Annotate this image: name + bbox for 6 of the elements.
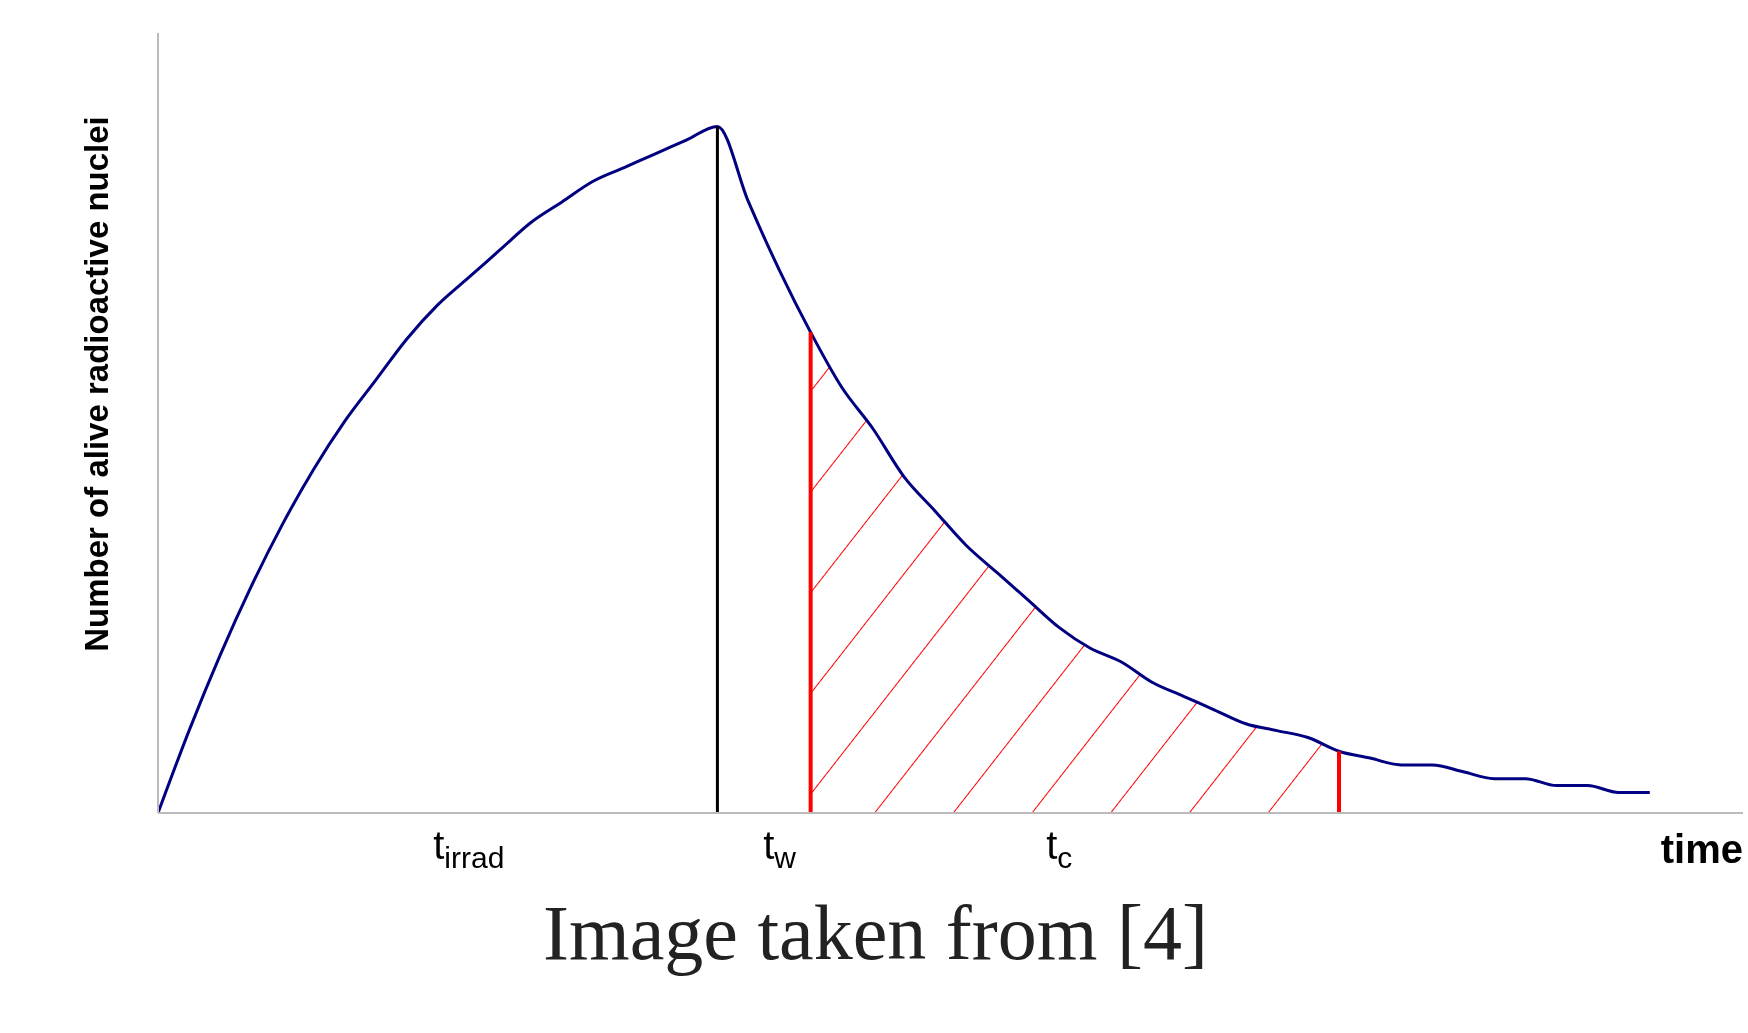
text: Image taken from [4] <box>542 888 1209 978</box>
x-tick-label: t$_{irrad}$ <box>433 823 505 874</box>
x-tick-label: t$_{w}$ <box>763 823 797 874</box>
y-axis-title: Number of alive radioactive nuclei <box>78 116 115 652</box>
x-tick-label: t$_{c}$ <box>1046 823 1073 874</box>
x-axis-title: time <box>1660 827 1743 871</box>
